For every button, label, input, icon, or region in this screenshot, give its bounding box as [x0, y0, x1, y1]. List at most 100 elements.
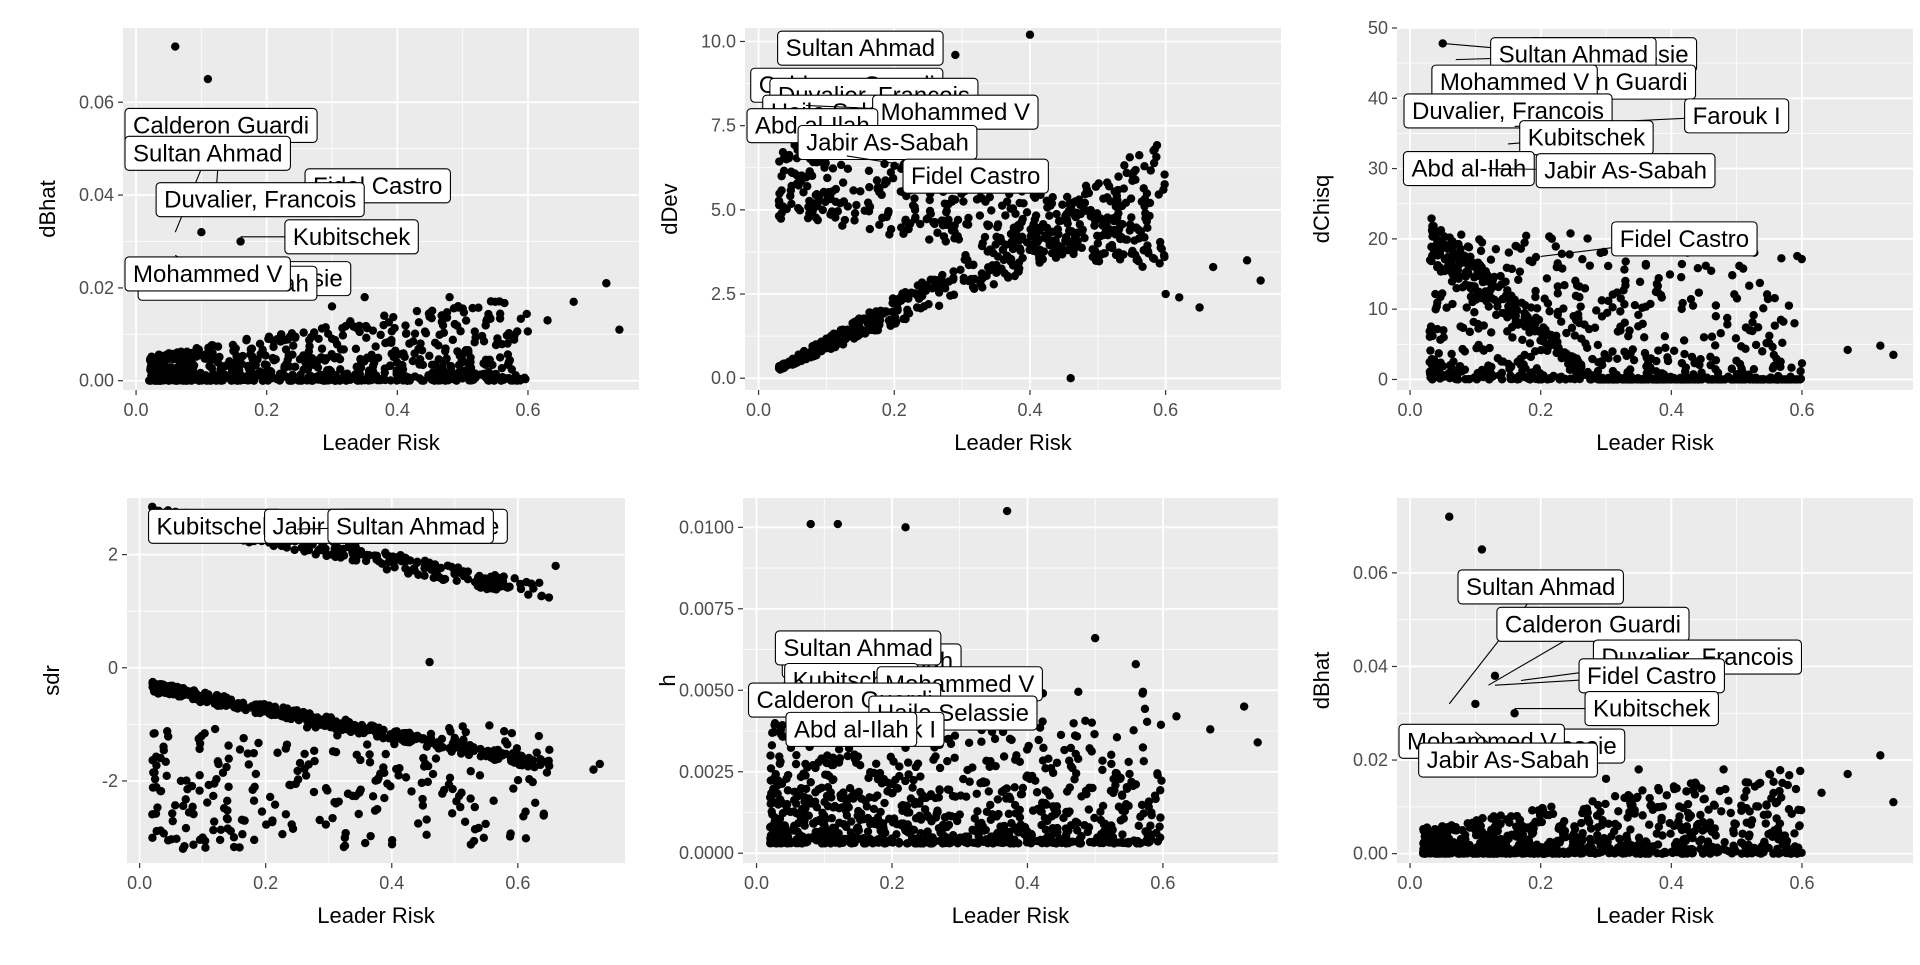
- data-point: [976, 193, 984, 201]
- data-point: [798, 839, 806, 847]
- x-tick-label: 0.2: [254, 400, 279, 420]
- data-point: [1594, 341, 1602, 349]
- data-point: [1741, 345, 1749, 353]
- x-tick-label: 0.0: [124, 400, 149, 420]
- data-point: [1050, 839, 1058, 847]
- y-tick-label: 40: [1368, 88, 1388, 108]
- data-point: [1141, 705, 1149, 713]
- data-point: [1492, 245, 1500, 253]
- data-point: [1473, 372, 1481, 380]
- data-point: [768, 810, 776, 818]
- data-point: [1558, 264, 1566, 272]
- data-point: [1786, 373, 1794, 381]
- data-point: [321, 323, 329, 331]
- data-point: [381, 548, 389, 556]
- data-point: [814, 343, 822, 351]
- data-point: [335, 797, 343, 805]
- data-point: [836, 837, 844, 845]
- data-point: [1069, 719, 1077, 727]
- data-point: [307, 333, 315, 341]
- data-point: [1149, 254, 1157, 262]
- data-point: [366, 758, 374, 766]
- data-point: [195, 771, 203, 779]
- data-point: [841, 216, 849, 224]
- x-tick-label: 0.6: [1789, 400, 1814, 420]
- data-point: [1796, 375, 1804, 383]
- data-point: [264, 376, 272, 384]
- data-point: [1074, 688, 1082, 696]
- data-point: [1081, 717, 1089, 725]
- data-point: [1132, 660, 1140, 668]
- data-point: [1140, 233, 1148, 241]
- data-point: [339, 331, 347, 339]
- data-point: [1634, 322, 1642, 330]
- data-point: [225, 754, 233, 762]
- data-point: [963, 256, 971, 264]
- data-point: [282, 810, 290, 818]
- data-point: [426, 309, 434, 317]
- data-point: [182, 795, 190, 803]
- data-point: [913, 303, 921, 311]
- data-point: [1620, 265, 1628, 273]
- data-point: [1135, 151, 1143, 159]
- data-point: [844, 202, 852, 210]
- data-point: [1787, 364, 1795, 372]
- data-point: [1039, 744, 1047, 752]
- data-point: [402, 773, 410, 781]
- data-point: [1485, 302, 1493, 310]
- data-point: [1771, 321, 1779, 329]
- data-point: [344, 790, 352, 798]
- data-point: [811, 800, 819, 808]
- data-point: [935, 302, 943, 310]
- data-point: [238, 830, 246, 838]
- y-tick-label: 0.0000: [679, 843, 734, 863]
- data-point: [223, 814, 231, 822]
- data-point: [895, 838, 903, 846]
- data-point: [164, 355, 172, 363]
- data-point: [1486, 286, 1494, 294]
- data-point: [1465, 243, 1473, 251]
- data-point: [210, 817, 218, 825]
- data-point: [1740, 793, 1748, 801]
- data-point: [1762, 819, 1770, 827]
- data-point: [1659, 375, 1667, 383]
- data-point: [1775, 375, 1783, 383]
- data-point: [901, 523, 909, 531]
- data-point: [1068, 838, 1076, 846]
- data-point: [409, 337, 417, 345]
- data-point: [448, 785, 456, 793]
- data-point: [1110, 226, 1118, 234]
- data-point: [476, 771, 484, 779]
- data-point: [394, 376, 402, 384]
- data-point: [1798, 359, 1806, 367]
- data-point: [1889, 351, 1897, 359]
- data-point: [482, 752, 490, 760]
- data-point: [239, 734, 247, 742]
- data-point: [1139, 743, 1147, 751]
- data-point: [907, 825, 915, 833]
- data-point: [907, 289, 915, 297]
- data-point: [278, 830, 286, 838]
- data-point: [402, 330, 410, 338]
- data-point: [431, 339, 439, 347]
- data-point: [768, 741, 776, 749]
- data-point: [596, 760, 604, 768]
- data-point: [456, 569, 464, 577]
- data-point: [1145, 829, 1153, 837]
- data-point: [787, 200, 795, 208]
- data-point: [835, 804, 843, 812]
- data-point: [1067, 204, 1075, 212]
- data-point: [1487, 328, 1495, 336]
- data-point: [861, 206, 869, 214]
- data-point: [393, 727, 401, 735]
- data-point: [1711, 365, 1719, 373]
- y-tick-label: 0.02: [79, 278, 114, 298]
- data-point: [231, 376, 239, 384]
- data-point: [435, 744, 443, 752]
- data-point: [1052, 210, 1060, 218]
- data-point: [501, 737, 509, 745]
- data-point: [498, 340, 506, 348]
- data-point: [214, 760, 222, 768]
- data-point: [211, 725, 219, 733]
